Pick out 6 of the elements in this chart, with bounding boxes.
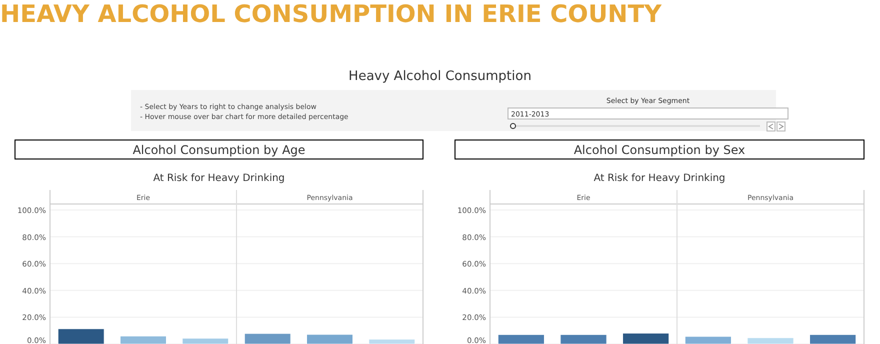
- text: Heavy Alcohol Consumption: [348, 69, 532, 84]
- chart-subtitle: At Risk for Heavy Drinking: [594, 173, 726, 184]
- chart-subtitle: At Risk for Heavy Drinking: [153, 173, 285, 184]
- chart-title: Alcohol Consumption by Age: [132, 143, 306, 157]
- chart-title: Alcohol Consumption by Sex: [574, 143, 746, 157]
- text: HEAVY ALCOHOL CONSUMPTION IN ERIE COUNTY: [0, 0, 662, 28]
